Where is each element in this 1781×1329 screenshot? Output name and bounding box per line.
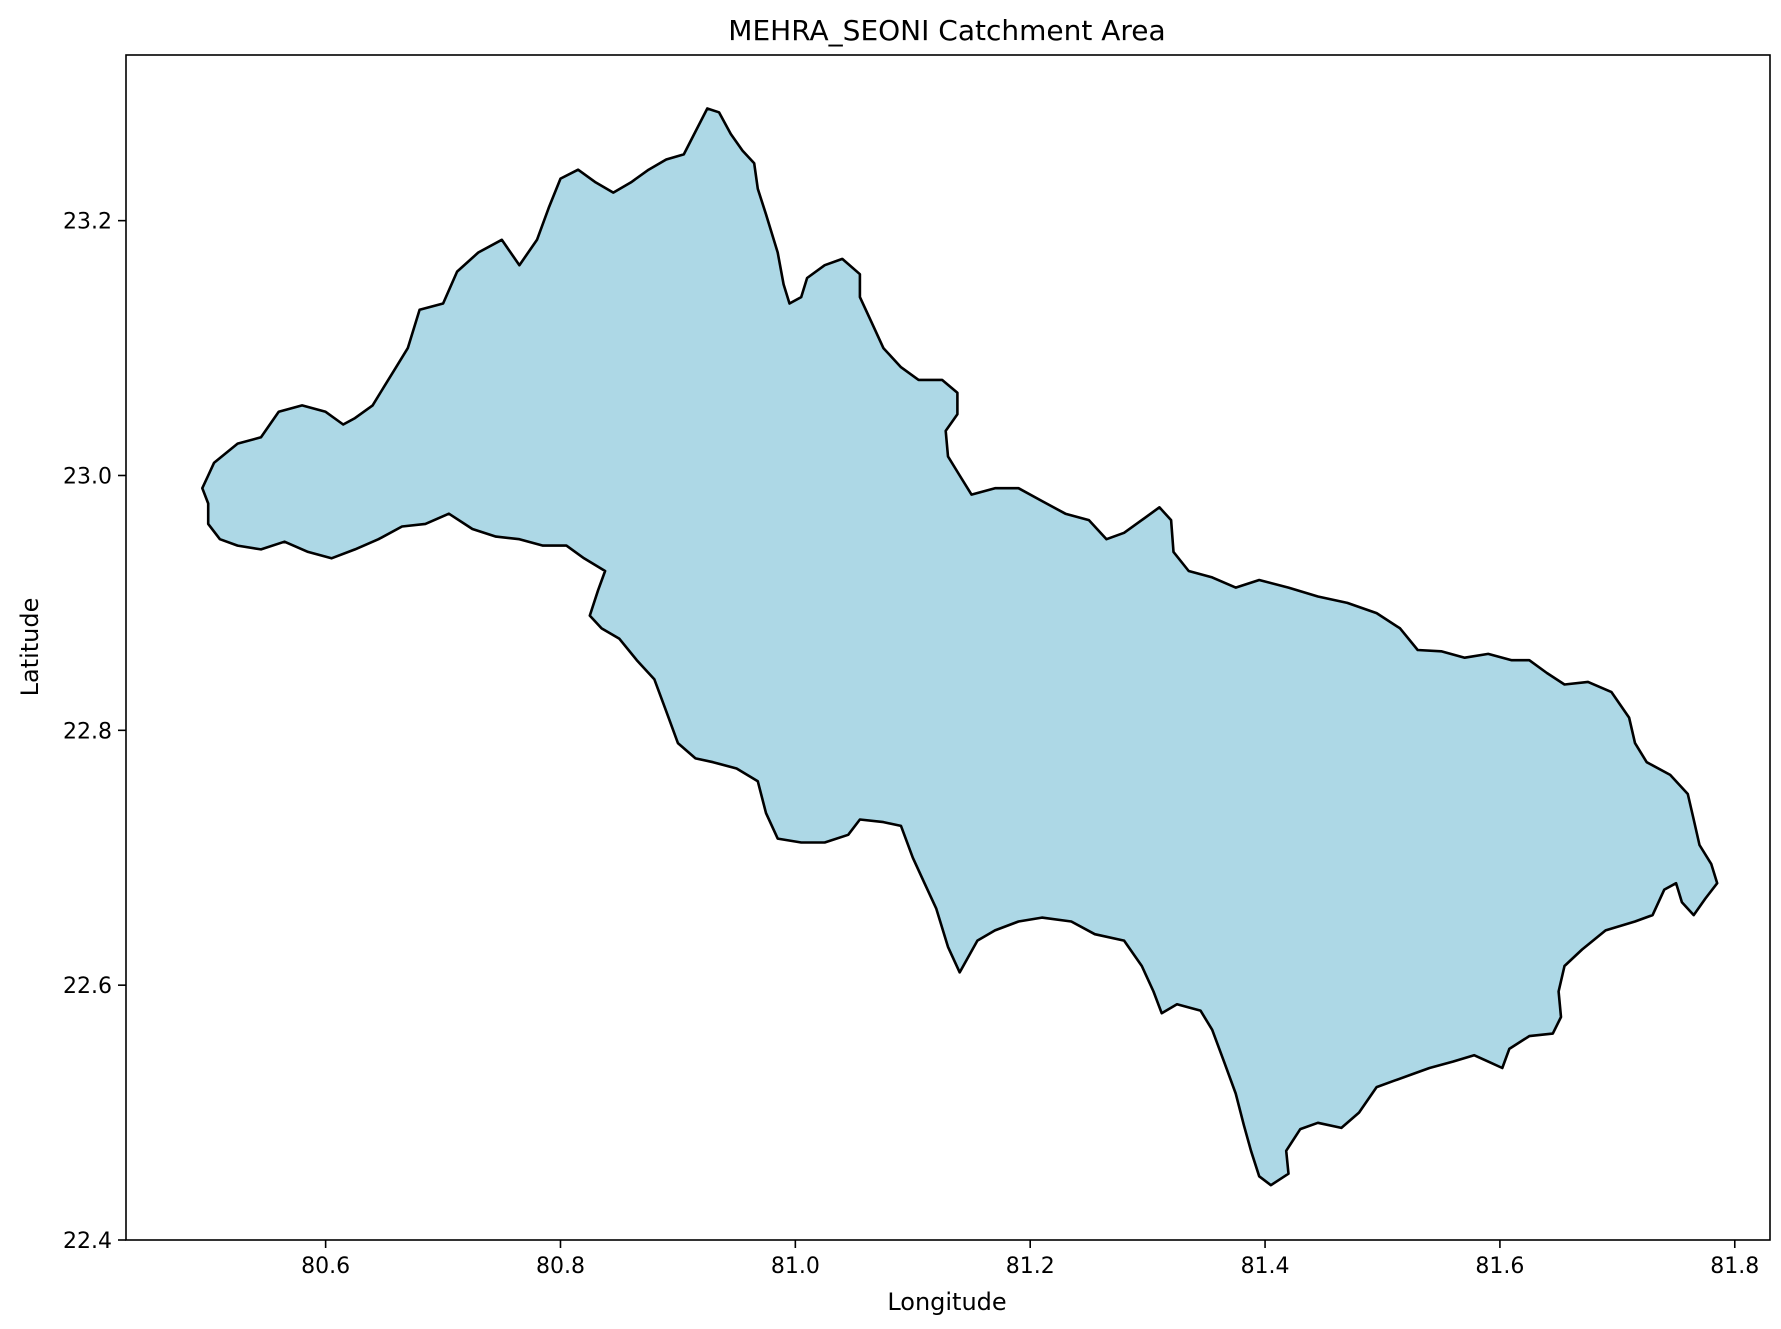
y-tick-label: 22.4 <box>63 1229 112 1254</box>
plot-area <box>125 54 1771 1241</box>
x-tick-label: 81.8 <box>1710 1254 1759 1279</box>
x-tick-label: 81.2 <box>1006 1254 1055 1279</box>
catchment-boundary-polygon <box>201 107 1719 1187</box>
y-tick-label: 23.2 <box>63 210 112 235</box>
y-tick-label: 23.0 <box>63 464 112 489</box>
axes-frame <box>125 54 1771 1241</box>
x-axis-ticks: 80.6 80.8 81.0 81.2 81.4 81.6 81.8 <box>301 1240 1759 1279</box>
x-tick-label: 80.6 <box>301 1254 350 1279</box>
y-axis-ticks: 22.4 22.6 22.8 23.0 23.2 <box>63 210 126 1254</box>
x-tick-label: 80.8 <box>536 1254 585 1279</box>
x-tick-label: 81.4 <box>1241 1254 1290 1279</box>
y-tick-label: 22.6 <box>63 974 112 999</box>
x-tick-label: 81.0 <box>771 1254 820 1279</box>
chart-title: MEHRA_SEONI Catchment Area <box>728 14 1165 47</box>
x-tick-label: 81.6 <box>1475 1254 1524 1279</box>
y-tick-label: 22.8 <box>63 719 112 744</box>
x-axis-label: Longitude <box>887 1288 1006 1316</box>
y-axis-label: Latitude <box>16 598 44 697</box>
